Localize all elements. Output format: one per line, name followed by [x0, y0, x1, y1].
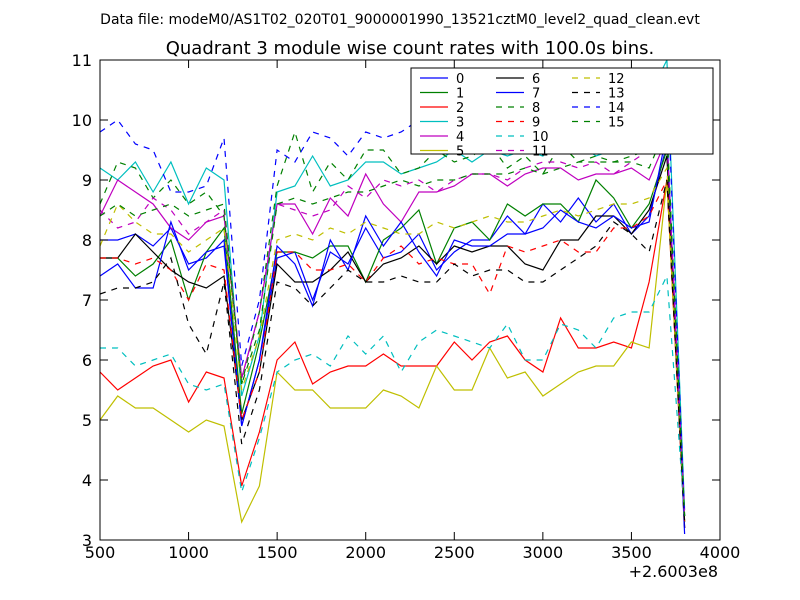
legend-label: 3	[456, 116, 464, 131]
x-offset-label: +2.6003e8	[629, 562, 718, 581]
legend-label: 9	[532, 116, 540, 131]
series-line-6	[100, 155, 686, 529]
y-tick-label: 9	[82, 171, 92, 190]
y-tick-label: 5	[82, 411, 92, 430]
y-tick-label: 4	[82, 471, 92, 490]
x-tick-label: 500	[85, 543, 116, 562]
legend-label: 2	[456, 101, 464, 116]
x-tick-label: 3500	[611, 543, 652, 562]
legend-label: 14	[608, 101, 625, 116]
x-tick-label: 1000	[168, 543, 209, 562]
x-tick-label: 3000	[522, 543, 563, 562]
y-tick-label: 7	[82, 291, 92, 310]
legend-label: 15	[608, 116, 625, 131]
legend-box	[410, 67, 714, 155]
y-tick-label: 3	[82, 531, 92, 550]
legend-label: 11	[532, 145, 549, 160]
legend-label: 4	[456, 130, 464, 145]
chart-title: Quadrant 3 module wise count rates with …	[166, 38, 655, 59]
legend-label: 10	[532, 130, 549, 145]
legend-label: 5	[456, 145, 464, 160]
series-line-11	[99, 136, 686, 517]
series-line-9	[100, 177, 686, 523]
series-line-4	[99, 137, 686, 517]
legend-label: 8	[532, 101, 540, 116]
x-tick-label: 4000	[700, 543, 741, 562]
series-line-12	[99, 165, 686, 523]
plot-area	[99, 59, 686, 535]
y-tick-label: 11	[72, 51, 92, 70]
series-line-5	[99, 179, 686, 524]
x-tick-label: 2000	[345, 543, 386, 562]
legend-label: 7	[532, 87, 540, 102]
series-line-15	[99, 130, 686, 517]
x-tick-label: 2500	[434, 543, 475, 562]
series-line-1	[100, 149, 686, 523]
y-tick-label: 8	[82, 231, 92, 250]
plot-frame	[99, 59, 721, 541]
series-line-8	[99, 125, 686, 517]
suptitle: Data file: modeM0/AS1T02_020T01_90000019…	[100, 12, 700, 28]
series-line-7	[99, 131, 686, 535]
legend-label: 13	[608, 87, 625, 102]
x-axis: 500 1000 1500 2000 2500 3000 3500 4000	[85, 60, 741, 562]
y-tick-label: 10	[72, 111, 92, 130]
series-line-10	[100, 273, 686, 517]
series-line-13	[99, 179, 686, 523]
legend-label: 6	[532, 72, 540, 87]
x-tick-label: 1500	[257, 543, 298, 562]
legend-label: 0	[456, 72, 464, 87]
legend-label: 1	[456, 87, 464, 102]
y-tick-label: 6	[82, 351, 92, 370]
legend-label: 12	[608, 72, 625, 87]
